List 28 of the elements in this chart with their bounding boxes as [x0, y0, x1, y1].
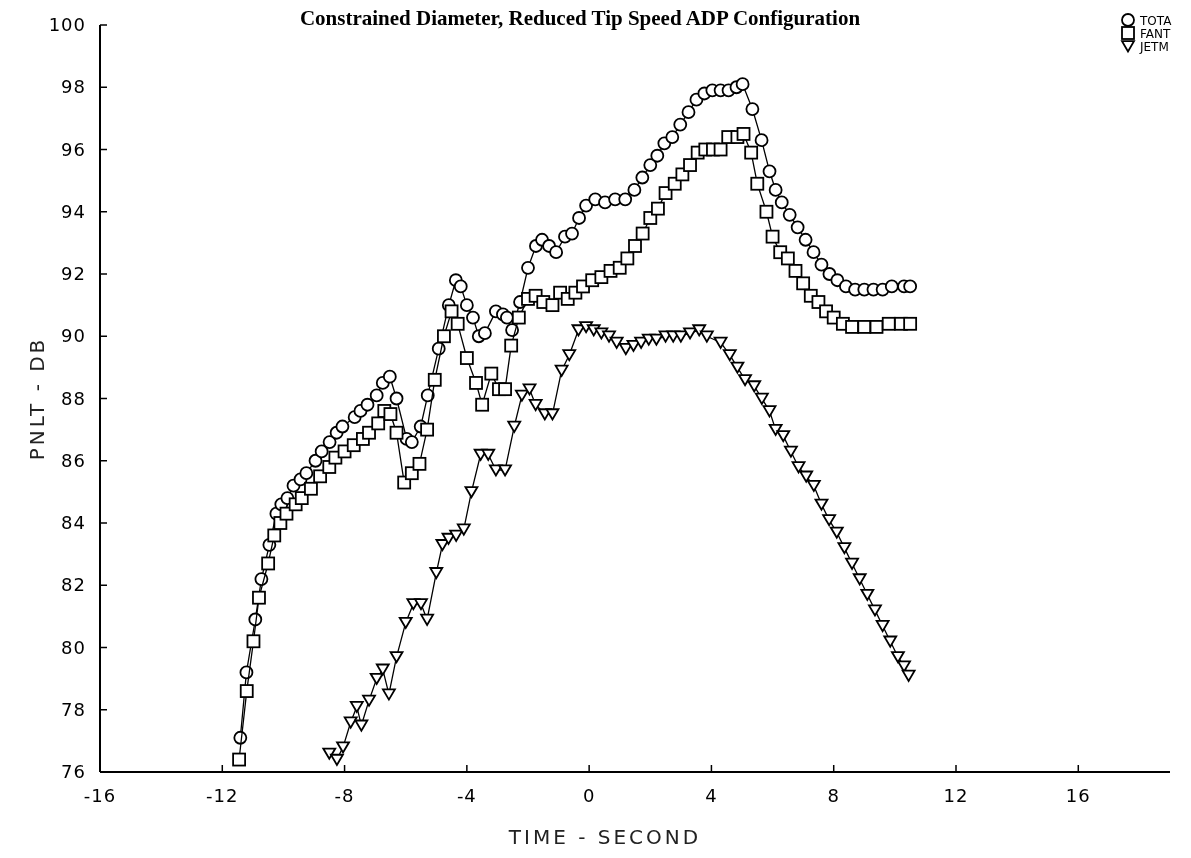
y-tick-label: 90: [61, 325, 86, 347]
y-axis-title: PNLT - DB: [25, 336, 49, 461]
y-tick-label: 92: [61, 263, 86, 284]
legend-label: JETM: [1139, 40, 1169, 54]
x-tick-label: 16: [1065, 785, 1091, 806]
x-axis-title: TIME - SECOND: [507, 825, 702, 849]
x-tick-label: -16: [83, 785, 117, 806]
x-tick-label: -12: [206, 785, 239, 806]
x-tick-label: 12: [943, 785, 969, 806]
y-tick-label: 86: [61, 449, 86, 471]
y-tick-label: 84: [61, 512, 86, 533]
y-tick-label: 100: [48, 14, 86, 35]
x-tick-label: -4: [456, 785, 477, 806]
x-tick-label: 4: [705, 785, 718, 806]
y-tick-label: 80: [61, 636, 86, 658]
x-tick-label: 0: [582, 785, 596, 806]
x-tick-label: -8: [334, 785, 355, 806]
chart-title: Constrained Diameter, Reduced Tip Speed ADP Configuration: [299, 6, 861, 30]
x-tick-label: 8: [827, 785, 840, 806]
y-tick-label: 88: [61, 387, 86, 409]
y-tick-label: 98: [61, 76, 86, 98]
y-tick-label: 94: [61, 200, 86, 222]
legend-label: FANT: [1140, 27, 1171, 41]
legend-label: TOTA: [1139, 14, 1173, 28]
y-tick-label: 76: [61, 761, 86, 782]
y-tick-label: 96: [61, 138, 86, 160]
y-tick-label: 78: [61, 698, 86, 720]
y-tick-label: 82: [61, 574, 86, 596]
